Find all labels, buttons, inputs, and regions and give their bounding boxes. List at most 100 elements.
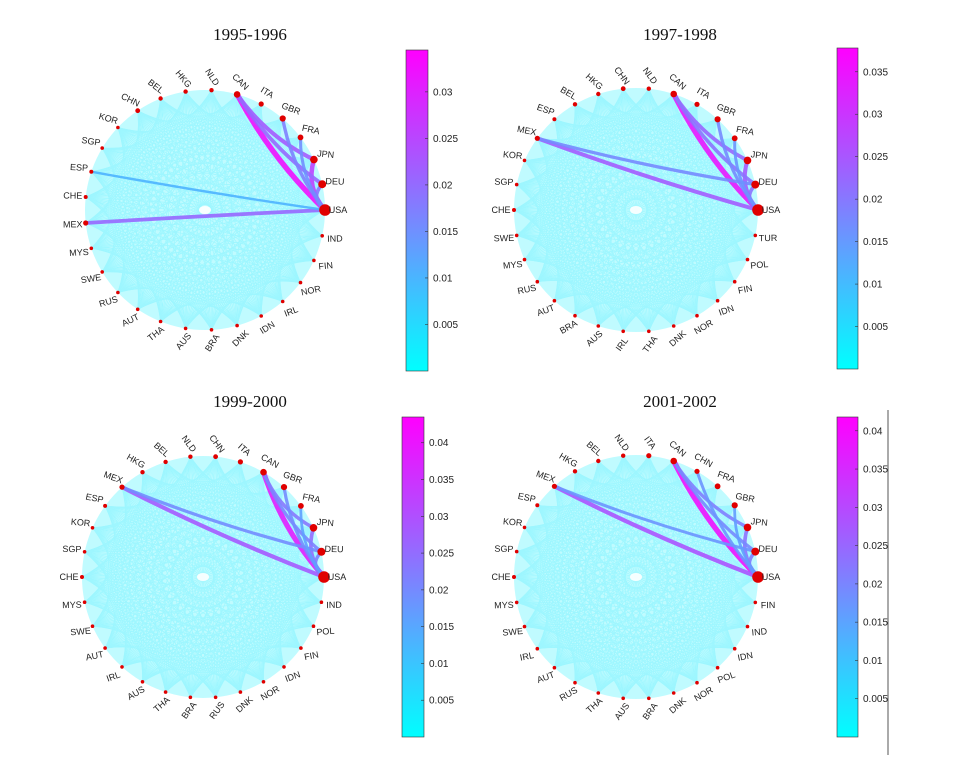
node-aus	[621, 696, 625, 701]
node-sgp	[514, 182, 519, 187]
node-fra	[714, 483, 721, 490]
node-usa	[752, 204, 764, 216]
node-label-nld: NLD	[203, 67, 222, 88]
node-label-esp: ESP	[536, 102, 556, 118]
colorbar-tick-label: 0.01	[863, 280, 883, 291]
node-mex	[119, 484, 125, 490]
colorbar-tick-label: 0.025	[433, 134, 458, 145]
node-label-swe: SWE	[502, 626, 523, 638]
node-label-aut: AUT	[536, 302, 557, 318]
node-idn	[282, 665, 286, 669]
node-label-jpn: JPN	[317, 148, 335, 160]
node-tha	[163, 690, 168, 694]
node-label-idn: IDN	[258, 319, 276, 336]
node-nor	[695, 313, 699, 318]
colorbar-tick-label: 0.01	[433, 273, 453, 284]
colorbar: 0.005 0.01 0.015 0.02 0.025 0.03	[405, 49, 458, 372]
node-can	[670, 90, 677, 98]
node-label-nor: NOR	[692, 317, 715, 336]
colorbar-tick-label: 0.03	[863, 503, 883, 514]
node-label-can: CAN	[259, 452, 280, 470]
node-irl	[621, 329, 625, 334]
edge-usa-gbr	[733, 505, 760, 578]
node-kor	[522, 158, 527, 163]
node-gbr	[280, 484, 288, 491]
node-label-fin: FIN	[737, 283, 753, 296]
node-mex	[551, 483, 558, 489]
node-deu	[751, 180, 760, 189]
node-label-sgp: SGP	[494, 544, 513, 554]
colorbar-tick-label: 0.005	[429, 696, 454, 707]
node-label-tha: THA	[641, 334, 660, 354]
node-label-ita: ITA	[236, 441, 253, 457]
node-idn	[715, 298, 720, 303]
edge-can-deu	[261, 471, 323, 554]
colorbar-gradient	[836, 416, 859, 738]
node-che	[512, 575, 516, 579]
node-label-mys: MYS	[503, 259, 523, 271]
node-aut	[552, 298, 557, 303]
node-label-esp: ESP	[517, 491, 537, 504]
node-deu	[751, 547, 760, 556]
node-che	[83, 195, 88, 199]
node-label-nor: NOR	[300, 283, 322, 297]
node-label-swe: SWE	[70, 626, 91, 638]
node-bra	[209, 328, 214, 332]
node-label-sgp: SGP	[81, 135, 101, 148]
node-label-gbr: GBR	[280, 100, 302, 117]
node-che	[512, 208, 516, 212]
node-label-kor: KOR	[503, 149, 524, 161]
node-jpn	[310, 155, 318, 164]
colorbar-tick-label: 0.005	[863, 322, 888, 333]
node-idn	[732, 646, 737, 651]
colorbar-gradient	[836, 47, 859, 370]
node-label-sgp: SGP	[494, 177, 513, 187]
node-label-fra: FRA	[716, 469, 736, 485]
node-label-usa: USA	[762, 205, 781, 215]
node-bel	[163, 459, 168, 465]
node-label-dnk: DNK	[230, 328, 251, 348]
node-deu	[317, 547, 326, 556]
node-rus	[116, 290, 120, 295]
node-label-bel: BEL	[152, 440, 171, 459]
node-mex	[534, 135, 540, 141]
node-label-chn: CHN	[612, 65, 632, 87]
node-label-fin: FIN	[761, 600, 776, 610]
center-hole	[630, 573, 642, 581]
panel-title: 1997-1998	[643, 25, 717, 44]
edge-usa-mex	[85, 208, 326, 225]
node-label-nld: NLD	[641, 65, 660, 86]
node-aus	[140, 680, 145, 684]
node-label-che: CHE	[59, 572, 78, 582]
node-pol	[745, 257, 750, 262]
node-bra	[188, 695, 193, 700]
edge-usa-fra	[299, 505, 326, 578]
node-mys	[82, 600, 87, 604]
node-aut	[135, 307, 140, 312]
node-label-jpn: JPN	[750, 149, 768, 161]
node-ita	[258, 101, 264, 107]
node-gbr	[714, 116, 721, 123]
node-label-usa: USA	[762, 572, 781, 582]
node-label-tha: THA	[152, 695, 172, 714]
node-label-hkg: HKG	[584, 71, 605, 91]
node-dnk	[671, 324, 676, 328]
node-label-pol: POL	[716, 670, 736, 686]
node-dnk	[238, 690, 243, 694]
node-usa	[318, 571, 330, 583]
node-label-nld: NLD	[180, 433, 199, 454]
node-bra	[573, 313, 577, 318]
node-tha	[647, 329, 651, 334]
node-fin	[299, 646, 303, 650]
node-label-aus: AUS	[174, 331, 194, 352]
node-esp	[103, 503, 108, 508]
colorbar-tick-label: 0.025	[429, 549, 454, 560]
node-label-idn: IDN	[737, 650, 754, 663]
node-mys	[514, 600, 519, 605]
node-label-chn: CHN	[693, 451, 715, 469]
edge-usa-mex	[536, 136, 759, 212]
node-label-aut: AUT	[120, 311, 141, 328]
node-usa	[319, 204, 331, 216]
